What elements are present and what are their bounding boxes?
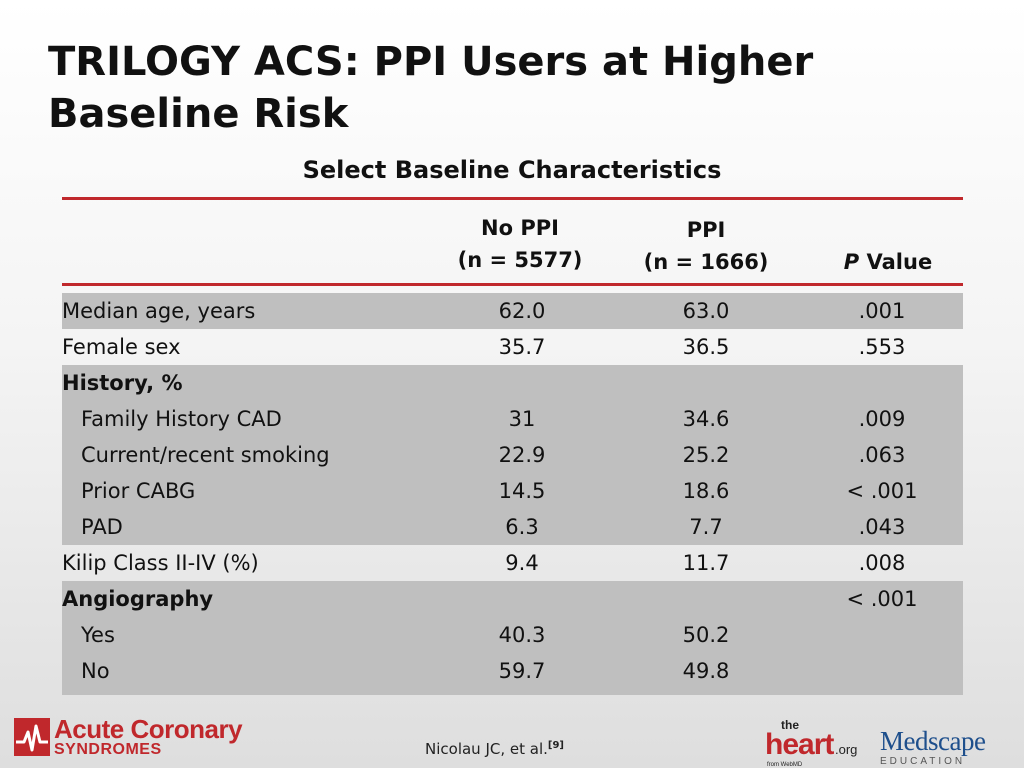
citation: Nicolau JC, et al.[9]	[425, 740, 564, 758]
citation-text: Nicolau JC, et al.	[425, 740, 548, 758]
column-header-ppi-count: (n = 1666)	[643, 250, 769, 274]
table-row: History, %	[62, 365, 963, 401]
cell-ppi: 63.0	[682, 299, 730, 323]
row-label: Kilip Class II-IV (%)	[62, 551, 259, 575]
cell-ppi: 36.5	[682, 335, 730, 359]
p-italic: P	[843, 250, 860, 274]
medscape-logo-main: Medscape	[880, 726, 986, 756]
table-header-rule	[62, 283, 963, 286]
cell-no-ppi: 62.0	[498, 299, 546, 323]
cell-ppi: 11.7	[682, 551, 730, 575]
heart-logo-org: .org	[835, 742, 858, 757]
cell-no-ppi: 6.3	[505, 515, 539, 539]
cell-ppi: 50.2	[682, 623, 730, 647]
table-row: Current/recent smoking 22.9 25.2 .063	[62, 437, 963, 473]
column-header-ppi-label: PPI	[686, 218, 726, 242]
cell-no-ppi: 22.9	[498, 443, 546, 467]
table-row: Prior CABG 14.5 18.6 < .001	[62, 473, 963, 509]
heart-logo-main: heart	[765, 728, 834, 761]
column-header-no-ppi: No PPI (n = 5577)	[440, 212, 600, 276]
table-row: Family History CAD 31 34.6 .009	[62, 401, 963, 437]
table-title: Select Baseline Characteristics	[302, 156, 722, 184]
table-row: Angiography < .001	[62, 581, 963, 617]
cell-no-ppi: 35.7	[498, 335, 546, 359]
heart-logo-from: from WebMD	[767, 762, 803, 768]
slide-title-line2: Baseline Risk	[48, 91, 349, 137]
table-row: Kilip Class II-IV (%) 9.4 11.7 .008	[62, 545, 963, 581]
column-header-p-value: P Value	[808, 246, 968, 278]
row-label: Median age, years	[62, 299, 256, 323]
column-header-ppi: PPI (n = 1666)	[626, 214, 786, 278]
row-label: Prior CABG	[81, 479, 196, 503]
slide-title: TRILOGY ACS: PPI Users at Higher Baselin…	[48, 36, 948, 140]
cell-no-ppi: 59.7	[498, 659, 546, 683]
medscape-logo-sub: EDUCATION	[880, 756, 966, 767]
column-header-no-ppi-count: (n = 5577)	[457, 248, 583, 272]
cell-p-value: .008	[858, 551, 906, 575]
cell-p-value: .553	[858, 335, 906, 359]
table-row: Yes 40.3 50.2	[62, 617, 963, 653]
logo-line1: Acute Coronary	[54, 714, 243, 744]
cell-ppi: 25.2	[682, 443, 730, 467]
table-row: Female sex 35.7 36.5 .553	[62, 329, 963, 365]
table-row: Median age, years 62.0 63.0 .001	[62, 293, 963, 329]
p-value-rest: Value	[859, 250, 933, 274]
ecg-logo-icon	[14, 718, 50, 756]
cell-p-value: .063	[858, 443, 906, 467]
logo-line2: SYNDROMES	[54, 741, 162, 758]
cell-ppi: 7.7	[689, 515, 723, 539]
cell-ppi: 49.8	[682, 659, 730, 683]
cell-no-ppi: 14.5	[498, 479, 546, 503]
acute-coronary-syndromes-logo: Acute Coronary SYNDROMES	[14, 714, 243, 758]
cell-no-ppi: 9.4	[505, 551, 539, 575]
table-top-rule	[62, 197, 963, 200]
cell-p-value: .001	[858, 299, 906, 323]
slide-title-line1: TRILOGY ACS: PPI Users at Higher	[48, 39, 814, 85]
table-row: PAD 6.3 7.7 .043	[62, 509, 963, 545]
heart-logo-the: the	[781, 718, 799, 732]
cell-ppi: 34.6	[682, 407, 730, 431]
column-header-no-ppi-label: No PPI	[481, 216, 559, 240]
row-label: Current/recent smoking	[81, 443, 330, 467]
row-label: Family History CAD	[81, 407, 282, 431]
cell-no-ppi: 31	[508, 407, 536, 431]
medscape-education-logo: Medscape EDUCATION	[880, 726, 986, 768]
citation-reference: [9]	[547, 740, 564, 751]
cell-no-ppi: 40.3	[498, 623, 546, 647]
row-label: Female sex	[62, 335, 181, 359]
row-label: PAD	[81, 515, 123, 539]
cell-p-value: .043	[858, 515, 906, 539]
row-section-label: History, %	[62, 371, 183, 395]
row-section-label: Angiography	[62, 587, 214, 611]
table-row: No 59.7 49.8	[62, 653, 963, 695]
row-label: Yes	[81, 623, 115, 647]
cell-p-value: < .001	[846, 479, 918, 503]
cell-ppi: 18.6	[682, 479, 730, 503]
row-label: No	[81, 659, 110, 683]
cell-p-value: < .001	[846, 587, 918, 611]
cell-p-value: .009	[858, 407, 906, 431]
